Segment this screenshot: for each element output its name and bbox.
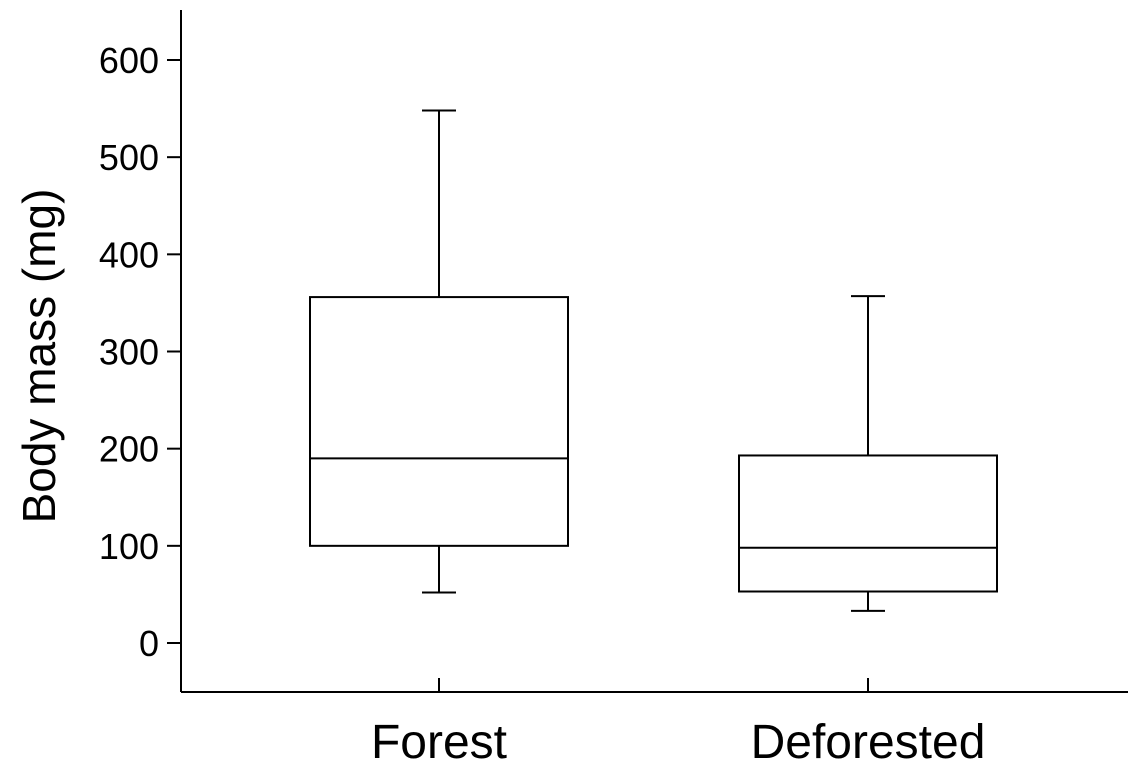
y-tick-label-200: 200 xyxy=(99,429,159,470)
y-tick-label-400: 400 xyxy=(99,234,159,275)
y-tick-label-600: 600 xyxy=(99,40,159,81)
x-tick-label-forest: Forest xyxy=(371,716,507,763)
y-tick-label-500: 500 xyxy=(99,137,159,178)
y-tick-label-100: 100 xyxy=(99,526,159,567)
y-tick-label-300: 300 xyxy=(99,332,159,373)
y-axis-title: Body mass (mg) xyxy=(13,189,65,524)
y-tick-label-0: 0 xyxy=(139,623,159,664)
box-forest xyxy=(309,109,569,594)
y-axis-ticks: 0 100 200 300 400 500 600 xyxy=(99,40,181,664)
box-deforested xyxy=(738,295,998,612)
iqr-box-deforested xyxy=(738,454,998,593)
x-tick-label-deforested: Deforested xyxy=(751,716,986,763)
x-axis-ticks: Forest Deforested xyxy=(371,678,985,763)
boxes-group xyxy=(309,109,998,612)
iqr-box-forest xyxy=(309,296,569,547)
